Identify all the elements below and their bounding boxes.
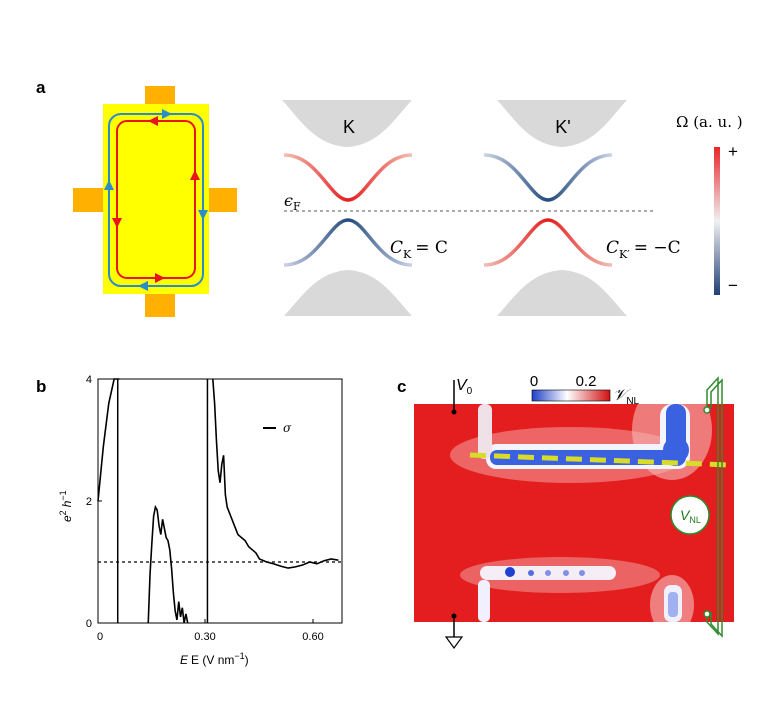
band-structure-kprime: K' (483, 100, 627, 316)
xtick-label-060: 0.60 (302, 631, 323, 643)
sigma-curve-segment-0 (97, 378, 120, 502)
berry-colorbar (714, 147, 720, 295)
nonlocal-map: 0 0.2 𝒱NL V0 VNL (414, 373, 734, 650)
chart-lines (97, 378, 342, 624)
v0-label: V0 (456, 377, 473, 397)
sigma-curve-segment-2 (212, 378, 339, 569)
blue-arrow-top (162, 109, 172, 119)
xtick-label-030: 0.30 (194, 631, 215, 643)
map-cbar-tick-02: 0.2 (576, 373, 597, 390)
kp-upper-gray-band (497, 100, 627, 147)
upper-channel-blue (490, 450, 680, 465)
contact-right (209, 188, 237, 212)
k-valence-band (283, 218, 413, 267)
red-arrow-bottom (155, 273, 165, 283)
device-body (103, 104, 209, 294)
legend-label: σ (283, 421, 292, 435)
red-arrow-top (148, 116, 158, 126)
colorbar-plus-label: + (728, 142, 738, 161)
outer-edge-loop (108, 113, 204, 287)
map-cbar-tick-0: 0 (530, 373, 538, 390)
k-conduction-band (283, 153, 413, 202)
kp-valence-band (483, 218, 613, 267)
panel-c-letter: c (397, 377, 406, 396)
lower-left-lead (478, 580, 490, 622)
blue-arrow-right (198, 210, 208, 220)
cut-line (469, 452, 731, 468)
colorbar-minus-label: − (728, 276, 738, 295)
vnl-probe: VNL (670, 376, 723, 638)
contact-top (145, 86, 175, 108)
blue-arrow-left (104, 180, 114, 190)
map-colorbar (531, 389, 611, 402)
plot-frame (97, 378, 343, 624)
kp-valley-label: K' (555, 117, 570, 137)
y-axis-label: e2h−1 (58, 490, 74, 522)
panel-a-letter: a (36, 78, 46, 97)
kp-conduction-band (483, 153, 613, 202)
contact-left (73, 188, 103, 212)
k-valley-label: K (343, 117, 355, 137)
red-arrow-right (190, 170, 200, 180)
ytick-label-2: 2 (86, 496, 92, 508)
ytick-label-4: 4 (86, 374, 92, 386)
berry-colorbar-title: Ω (a. u. ) (676, 113, 743, 131)
k-lower-gray-band (284, 270, 412, 316)
k-upper-gray-band (282, 100, 412, 147)
blue-arrow-bottom (138, 281, 148, 291)
panel-b-letter: b (36, 377, 46, 396)
band-structure-k: K (282, 100, 413, 316)
ground-symbol (444, 636, 464, 650)
contact-bottom (145, 293, 175, 317)
left-lead-white (478, 404, 492, 459)
xtick-label-0: 0 (97, 631, 103, 643)
fermi-level-label: ϵF (284, 191, 301, 213)
vnl-meter-label: VNL (680, 507, 701, 525)
vnl-meter (670, 495, 710, 535)
chern-kp-label: CK′ = −C (606, 238, 681, 261)
kp-lower-gray-band (497, 270, 627, 316)
device-schematic (73, 86, 237, 317)
sigma-curve-segment-1 (147, 504, 189, 624)
chern-k-label: CK = C (390, 238, 448, 261)
map-cbar-label: 𝒱NL (613, 385, 640, 407)
ytick-label-0: 0 (86, 618, 92, 630)
red-arrow-left (112, 218, 122, 228)
